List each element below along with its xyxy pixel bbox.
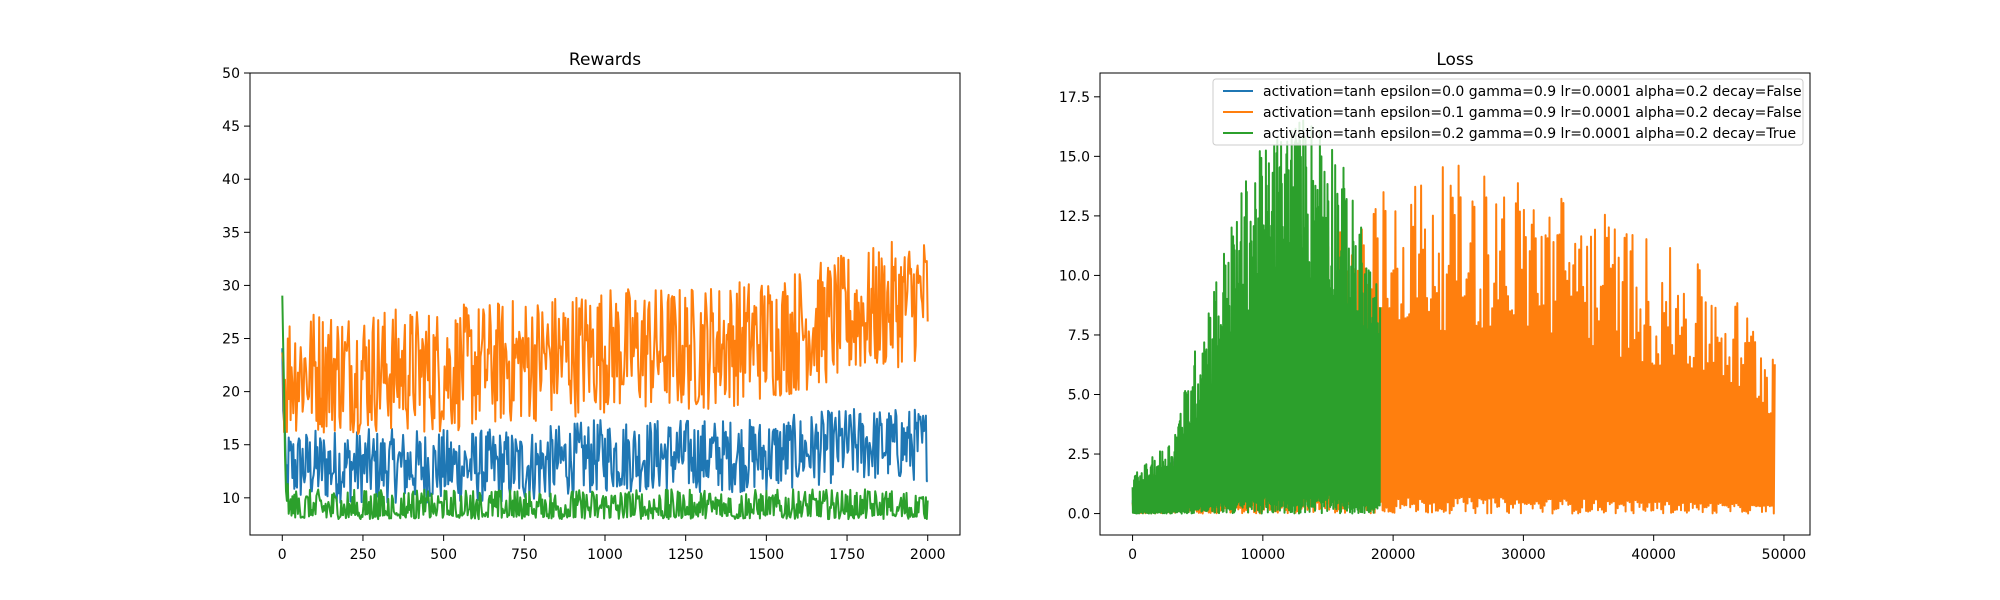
loss-x-tick-label: 20000 [1371,547,1416,563]
loss-x-tick-label: 10000 [1241,547,1286,563]
loss-y-tick-label: 12.5 [1059,209,1090,225]
loss-series-3-line [1131,119,1382,515]
rewards-chart-title: Rewards [569,50,641,70]
loss-y-tick-label: 7.5 [1068,328,1090,344]
loss-y-tick-label: 17.5 [1059,90,1090,106]
rewards-y-tick-label: 45 [222,119,240,135]
rewards-x-tick-label: 500 [430,547,457,563]
loss-y-tick-label: 5.0 [1068,387,1090,403]
loss-legend: activation=tanh epsilon=0.0 gamma=0.9 lr… [1212,78,1804,146]
rewards-y-tick-label: 30 [222,278,240,294]
rewards-y-tick-label: 15 [222,438,240,454]
rewards-x-tick-label: 1250 [668,547,704,563]
rewards-y-tick-label: 50 [222,66,240,82]
rewards-x-tick-label: 0 [278,547,287,563]
loss-y-tick-label: 15.0 [1059,149,1090,165]
loss-x-tick-label: 0 [1128,547,1137,563]
rewards-y-tick-label: 40 [222,172,240,188]
loss-x-tick-label: 30000 [1501,547,1546,563]
loss-panel: 0 10000 20000 30000 40000 50000 0.0 2.5 5.0 7.5 10… [1059,50,1811,563]
loss-chart-title: Loss [1436,50,1473,70]
loss-y-tick-label: 2.5 [1068,447,1090,463]
loss-plot-frame [1099,72,1811,536]
loss-legend-label: activation=tanh epsilon=0.2 gamma=0.9 lr… [1263,126,1796,142]
rewards-x-tick-label: 1750 [829,547,865,563]
rewards-x-tick-label: 1000 [587,547,623,563]
loss-legend-label: activation=tanh epsilon=0.0 gamma=0.9 lr… [1263,84,1802,100]
rewards-panel: 0 250 500 750 1000 1250 1500 1750 2000 10 15 20 25 30… [222,50,961,563]
rewards-y-tick-label: 20 [222,385,240,401]
loss-y-tick-label: 10.0 [1059,268,1090,284]
rewards-series-1-line [281,348,929,504]
loss-y-tick-label: 0.0 [1068,507,1090,523]
loss-x-tick-label: 50000 [1762,547,1807,563]
rewards-x-tick-label: 250 [350,547,377,563]
rewards-y-tick-label: 10 [222,491,240,507]
loss-x-tick-label: 40000 [1631,547,1676,563]
rewards-series-2-line [281,240,929,435]
rewards-x-tick-label: 750 [511,547,538,563]
rewards-y-tick-label: 25 [222,332,240,348]
rewards-x-tick-label: 1500 [749,547,785,563]
rewards-series-3-line [281,295,929,521]
loss-legend-label: activation=tanh epsilon=0.1 gamma=0.9 lr… [1263,105,1802,121]
rewards-y-tick-label: 35 [222,225,240,241]
rewards-x-tick-label: 2000 [910,547,946,563]
